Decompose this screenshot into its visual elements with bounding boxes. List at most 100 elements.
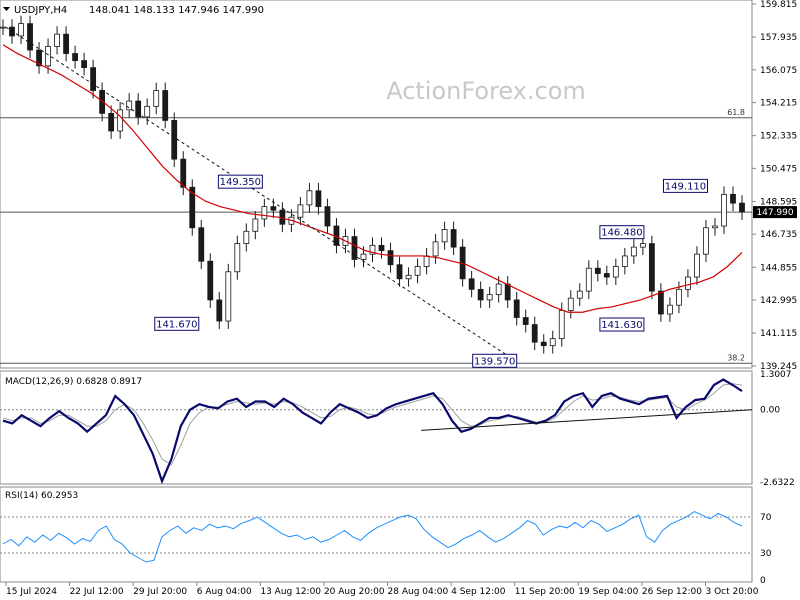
- candle-body: [531, 324, 538, 343]
- x-tick-label: 11 Sep 20:00: [515, 587, 575, 597]
- price-callout-box: [217, 174, 263, 189]
- price-callout-label: 149.110: [665, 181, 706, 192]
- price-tick-label: 152.335: [760, 132, 797, 142]
- candle-body: [81, 60, 88, 69]
- x-tick-label: 3 Oct 20:00: [705, 587, 758, 597]
- candle-body: [558, 310, 565, 340]
- candle-body: [468, 278, 475, 290]
- candle-body: [730, 193, 736, 204]
- x-tick-label: 4 Sep 12:00: [451, 587, 506, 597]
- price-panel-frame: [0, 0, 753, 369]
- x-tick-label: 15 Jul 2024: [6, 587, 57, 597]
- macd-tick-label: 1.3007: [760, 370, 792, 380]
- candle-body: [243, 230, 250, 245]
- candle-body: [513, 299, 520, 318]
- x-tick-label: 28 Aug 04:00: [388, 587, 449, 597]
- candle-body: [189, 186, 196, 229]
- candle-body: [324, 206, 331, 227]
- candle-body: [639, 243, 646, 248]
- candle-body: [171, 120, 178, 160]
- candle-body: [252, 218, 259, 232]
- candle-body: [54, 33, 60, 47]
- price-callout-label: 146.480: [601, 228, 642, 239]
- price-callout-box: [599, 225, 645, 240]
- candle-body: [504, 283, 511, 301]
- candle-body: [144, 105, 151, 118]
- candle-body: [153, 90, 160, 107]
- watermark: ActionForex.com: [386, 77, 586, 105]
- x-tick-label: 29 Jul 20:00: [133, 587, 187, 597]
- candle-body: [423, 255, 430, 267]
- rsi-panel-frame: [0, 486, 753, 583]
- x-tick-label: 6 Aug 04:00: [197, 587, 252, 597]
- macd-trendline: [421, 409, 753, 431]
- rsi-label: RSI(14) 60.2953: [5, 491, 78, 501]
- candle-body: [135, 100, 142, 118]
- candle-body: [477, 288, 484, 301]
- x-tick-label: 20 Aug 20:00: [324, 587, 385, 597]
- candle-body: [540, 341, 547, 347]
- candle-body: [612, 266, 619, 278]
- candle-body: [676, 288, 682, 306]
- candle-body: [369, 244, 376, 255]
- candle-body: [712, 225, 718, 229]
- price-tick-label: 144.855: [760, 263, 797, 273]
- price-callout-label: 141.670: [156, 319, 197, 330]
- current-price-marker: [753, 206, 797, 219]
- candle-body: [0, 26, 6, 29]
- candle-body: [63, 33, 69, 54]
- candle-body: [567, 297, 574, 311]
- candle-body: [576, 290, 583, 299]
- candle-body: [225, 271, 232, 322]
- candle-body: [441, 229, 448, 243]
- candle-body: [739, 202, 745, 213]
- macd-signal-line: [2, 383, 743, 466]
- macd-main-line: [2, 378, 743, 485]
- candle-body: [387, 250, 394, 266]
- moving-average-line: [2, 44, 743, 313]
- price-tick-label: 146.735: [760, 230, 797, 240]
- rsi-tick-label: 30: [760, 549, 772, 559]
- candle-body: [522, 317, 529, 325]
- candle-body: [621, 255, 628, 267]
- price-tick-label: 159.815: [760, 0, 797, 10]
- candle-body: [162, 90, 169, 121]
- candle-body: [630, 246, 637, 257]
- candle-body: [45, 46, 51, 67]
- candle-body: [297, 204, 304, 218]
- x-tick-label: 26 Sep 12:00: [642, 587, 702, 597]
- rsi-tick-label: 0: [760, 576, 766, 586]
- price-layer: 159.815 157.935 156.075 154.215 152.335 150.4…: [0, 0, 797, 372]
- candle-body: [648, 243, 655, 292]
- candle-body: [405, 274, 412, 280]
- candle-body: [549, 338, 556, 347]
- macd-tick-label: -2.6322: [760, 478, 795, 488]
- price-tick-label: 141.115: [760, 329, 797, 339]
- x-tick-label: 19 Sep 04:00: [578, 587, 638, 597]
- candle-body: [694, 253, 700, 278]
- ohlc-values: 148.041 148.133 147.946 147.990: [89, 5, 264, 16]
- rsi-line: [2, 511, 743, 563]
- candle-body: [495, 283, 502, 296]
- candle-body: [351, 236, 358, 260]
- candle-body: [667, 304, 673, 315]
- price-tick-label: 148.595: [760, 197, 797, 207]
- candle-body: [432, 241, 439, 257]
- collapse-triangle-icon: [3, 7, 10, 11]
- price-callout-box: [154, 316, 200, 331]
- candle-body: [306, 190, 313, 206]
- rsi-layer: 70 30 0: [0, 511, 772, 586]
- price-callout-label: 141.630: [601, 320, 642, 331]
- candle-body: [180, 158, 187, 188]
- candle-body: [216, 299, 223, 322]
- candle-body: [657, 290, 664, 315]
- candle-body: [703, 227, 709, 255]
- candle-body: [72, 53, 78, 61]
- price-tick-label: 150.475: [760, 164, 797, 174]
- candle-body: [90, 67, 97, 91]
- candle-body: [685, 276, 691, 290]
- macd-tick-label: 0.00: [760, 406, 780, 416]
- candle-body: [486, 294, 493, 301]
- candle-body: [721, 193, 727, 227]
